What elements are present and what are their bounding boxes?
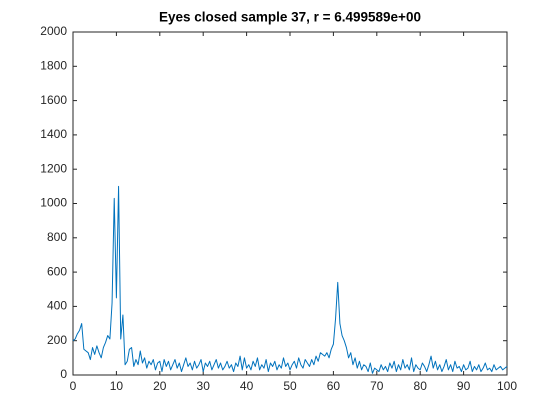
y-tick-label: 1600 (40, 93, 67, 107)
x-tick-label: 100 (497, 379, 517, 393)
x-tick-label: 80 (414, 379, 428, 393)
y-tick-label: 0 (60, 367, 67, 381)
x-tick-label: 50 (283, 379, 297, 393)
y-tick-label: 200 (47, 333, 67, 347)
x-tick-label: 70 (370, 379, 384, 393)
y-tick-label: 1400 (40, 127, 67, 141)
y-tick-label: 1800 (40, 58, 67, 72)
x-tick-label: 20 (153, 379, 167, 393)
axes-box (72, 31, 508, 376)
y-tick-label: 400 (47, 299, 67, 313)
line (72, 185, 508, 374)
x-tick-label: 90 (457, 379, 471, 393)
x-tick-label: 40 (240, 379, 254, 393)
x-tick-label: 10 (110, 379, 124, 393)
chart-title: Eyes closed sample 37, r = 6.499589e+00 (159, 10, 421, 25)
y-tick-label: 2000 (40, 24, 67, 38)
x-tick-label: 0 (70, 379, 77, 393)
y-tick-label: 1000 (40, 196, 67, 210)
x-tick-label: 60 (327, 379, 341, 393)
y-tick-label: 800 (47, 230, 67, 244)
y-tick-label: 600 (47, 264, 67, 278)
x-tick-label: 30 (197, 379, 211, 393)
y-tick-label: 1200 (40, 161, 67, 175)
